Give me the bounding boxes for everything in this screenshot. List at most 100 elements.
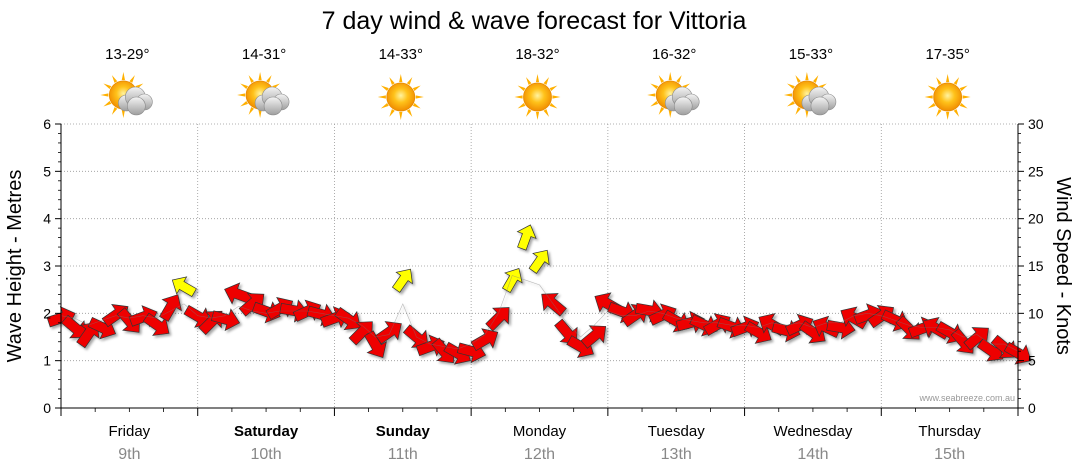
sun-ray xyxy=(650,83,659,89)
right-tick-label: 0 xyxy=(1028,400,1036,416)
day-name-label: Tuesday xyxy=(648,423,705,440)
left-tick-label: 5 xyxy=(43,163,51,179)
wind-arrow xyxy=(224,282,254,305)
sun-ray xyxy=(953,109,960,117)
sun-disc xyxy=(386,82,416,112)
sun-ray xyxy=(380,85,389,91)
day-temperature: 16-32° xyxy=(652,46,696,63)
wind-arrow xyxy=(391,268,413,293)
wind-arrow-shape xyxy=(963,327,989,351)
wind-arrow-shape xyxy=(485,307,510,332)
day-temperature: 18-32° xyxy=(515,46,559,63)
wind-arrow-shape xyxy=(210,308,241,332)
sun-ray xyxy=(668,109,672,118)
right-tick-label: 30 xyxy=(1028,116,1044,132)
cloud-shape xyxy=(801,86,837,116)
sun-ray xyxy=(549,103,558,109)
sun-ray xyxy=(103,83,112,89)
sun-ray xyxy=(412,85,421,91)
wind-arrow-shape xyxy=(375,321,402,345)
partly-cloudy-icon xyxy=(783,72,837,118)
sun-ray xyxy=(111,107,118,115)
sun-ray xyxy=(927,85,936,91)
sun-ray xyxy=(389,109,395,117)
sun-ray xyxy=(658,107,665,115)
day-header-sunday: 14-33° xyxy=(377,46,424,120)
sun-ray xyxy=(650,101,659,107)
sun-ray xyxy=(805,72,809,81)
sun-rays xyxy=(924,74,971,120)
day-date-label: 11th xyxy=(388,446,418,463)
wind-arrow xyxy=(159,294,182,322)
sun-ray xyxy=(248,75,254,83)
day-header-monday: 18-32° xyxy=(514,46,561,120)
wind-arrow-shape xyxy=(391,268,413,293)
cloud-puff xyxy=(263,96,283,116)
sun-ray xyxy=(647,93,656,97)
sun-rays xyxy=(783,72,830,118)
day-date-label: 15th xyxy=(934,446,965,463)
sun-disc xyxy=(523,82,552,112)
right-tick-label: 10 xyxy=(1028,305,1044,321)
wind-arrow-shape xyxy=(516,224,537,251)
sun-ray xyxy=(237,93,246,97)
cloud-shape xyxy=(254,86,290,116)
wind-arrow xyxy=(375,321,402,345)
day-header-friday: 13-29° xyxy=(100,46,153,118)
day-temperature: 13-29° xyxy=(105,46,149,63)
wind-arrow xyxy=(210,308,241,332)
sun-ray xyxy=(805,109,809,118)
day-header-saturday: 14-31° xyxy=(237,46,290,118)
sun-disc xyxy=(933,82,963,112)
sun-ray xyxy=(924,95,933,99)
wind-arrow-shape xyxy=(364,330,387,359)
wind-arrow xyxy=(171,276,197,298)
left-tick-label: 3 xyxy=(43,258,51,274)
wind-arrow xyxy=(528,249,550,274)
sun-ray xyxy=(668,72,672,81)
wind-arrow xyxy=(470,328,499,352)
sun-ray xyxy=(946,74,950,83)
sun-ray xyxy=(399,74,403,83)
sun-ray xyxy=(258,109,262,118)
wind-arrow-shape xyxy=(348,321,373,346)
chart-title: 7 day wind & wave forecast for Vittoria xyxy=(322,7,747,35)
sun-ray xyxy=(240,101,248,107)
day-temperature: 15-33° xyxy=(789,46,833,63)
sun-ray xyxy=(406,77,413,85)
day-header-tuesday: 16-32° xyxy=(647,46,700,118)
left-tick-label: 0 xyxy=(43,400,51,416)
sun-ray xyxy=(248,107,254,115)
sun-ray xyxy=(787,83,795,89)
left-tick-label: 4 xyxy=(43,211,51,227)
day-date-label: 12th xyxy=(524,446,555,463)
sun-ray xyxy=(412,103,421,109)
sun-ray xyxy=(240,83,248,89)
watermark: www.seabreeze.com.au xyxy=(918,393,1015,403)
sun-ray xyxy=(795,107,801,115)
wind-arrow-shape xyxy=(61,314,87,339)
wind-arrow xyxy=(580,325,607,349)
sun-ray xyxy=(959,85,968,91)
sun-ray xyxy=(535,111,540,120)
wind-arrow xyxy=(142,312,170,336)
cloud-shape xyxy=(118,86,153,116)
partly-cloudy-icon xyxy=(237,72,290,118)
sun-ray xyxy=(380,103,389,109)
sun-ray xyxy=(514,95,523,99)
wave-height-line xyxy=(60,275,1019,352)
wind-arrow xyxy=(334,306,361,331)
wind-arrow-shape xyxy=(580,325,607,349)
sun-ray xyxy=(783,93,792,97)
wind-wave-arrows xyxy=(46,224,1032,365)
wind-arrow-shape xyxy=(224,282,254,305)
sun-ray xyxy=(552,95,561,99)
sun-ray xyxy=(813,75,819,83)
sun-ray xyxy=(377,95,386,99)
right-tick-label: 25 xyxy=(1028,163,1044,179)
sun-ray xyxy=(953,77,960,85)
day-date-label: 13th xyxy=(661,446,692,463)
day-header-thursday: 17-35° xyxy=(924,46,971,120)
sunny-icon xyxy=(514,74,561,120)
sun-ray xyxy=(787,101,795,107)
